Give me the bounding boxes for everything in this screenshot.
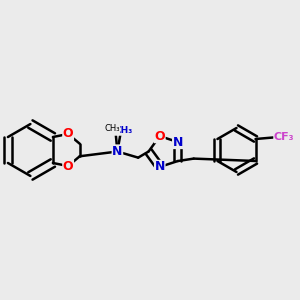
Text: CF₃: CF₃ bbox=[274, 133, 294, 142]
Text: O: O bbox=[154, 130, 165, 142]
Text: O: O bbox=[63, 160, 74, 172]
Text: N: N bbox=[154, 160, 165, 173]
Text: O: O bbox=[63, 128, 74, 140]
Text: N: N bbox=[172, 136, 183, 148]
Text: CH₃: CH₃ bbox=[104, 124, 120, 133]
Text: N: N bbox=[112, 145, 123, 158]
Text: CH₃: CH₃ bbox=[114, 126, 133, 135]
